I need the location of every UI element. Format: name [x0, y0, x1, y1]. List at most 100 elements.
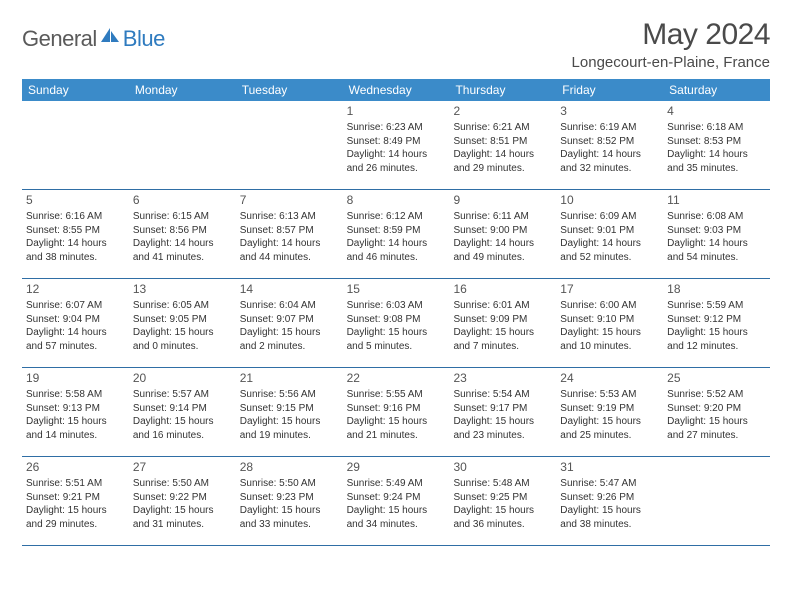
daylight-text: Daylight: 14 hours and 54 minutes. [667, 237, 766, 264]
sunset-text: Sunset: 9:03 PM [667, 224, 766, 238]
sunset-text: Sunset: 8:53 PM [667, 135, 766, 149]
sunset-text: Sunset: 8:52 PM [560, 135, 659, 149]
sunset-text: Sunset: 9:04 PM [26, 313, 125, 327]
empty-cell [22, 101, 129, 189]
day-cell: 24Sunrise: 5:53 AMSunset: 9:19 PMDayligh… [556, 368, 663, 456]
daylight-text: Daylight: 14 hours and 35 minutes. [667, 148, 766, 175]
sunset-text: Sunset: 9:22 PM [133, 491, 232, 505]
day-number: 23 [453, 370, 552, 386]
month-title: May 2024 [572, 18, 770, 52]
day-number: 3 [560, 103, 659, 119]
sunrise-text: Sunrise: 5:50 AM [240, 477, 339, 491]
day-number: 11 [667, 192, 766, 208]
day-number: 13 [133, 281, 232, 297]
day-number: 10 [560, 192, 659, 208]
weekday-header: Wednesday [343, 79, 450, 101]
daylight-text: Daylight: 15 hours and 7 minutes. [453, 326, 552, 353]
sunset-text: Sunset: 9:09 PM [453, 313, 552, 327]
weekday-row: SundayMondayTuesdayWednesdayThursdayFrid… [22, 79, 770, 101]
sunrise-text: Sunrise: 6:05 AM [133, 299, 232, 313]
sunrise-text: Sunrise: 6:19 AM [560, 121, 659, 135]
weekday-header: Tuesday [236, 79, 343, 101]
title-block: May 2024 Longecourt-en-Plaine, France [572, 18, 770, 71]
sunrise-text: Sunrise: 5:56 AM [240, 388, 339, 402]
sunrise-text: Sunrise: 6:00 AM [560, 299, 659, 313]
day-number: 19 [26, 370, 125, 386]
sunrise-text: Sunrise: 5:47 AM [560, 477, 659, 491]
sunset-text: Sunset: 9:15 PM [240, 402, 339, 416]
daylight-text: Daylight: 15 hours and 21 minutes. [347, 415, 446, 442]
day-cell: 13 Sunrise: 6:05 AMSunset: 9:05 PMDayligh… [129, 279, 236, 367]
sunset-text: Sunset: 9:26 PM [560, 491, 659, 505]
day-number: 20 [133, 370, 232, 386]
daylight-text: Daylight: 14 hours and 26 minutes. [347, 148, 446, 175]
day-cell: 8Sunrise: 6:12 AMSunset: 8:59 PMDaylight… [343, 190, 450, 278]
sunset-text: Sunset: 9:12 PM [667, 313, 766, 327]
logo-text-general: General [22, 26, 97, 52]
sunrise-text: Sunrise: 5:53 AM [560, 388, 659, 402]
sunset-text: Sunset: 9:20 PM [667, 402, 766, 416]
day-cell: 19Sunrise: 5:58 AMSunset: 9:13 PMDayligh… [22, 368, 129, 456]
day-number: 24 [560, 370, 659, 386]
logo: General Blue [22, 26, 165, 52]
sunset-text: Sunset: 8:55 PM [26, 224, 125, 238]
daylight-text: Daylight: 14 hours and 52 minutes. [560, 237, 659, 264]
weekday-header: Saturday [663, 79, 770, 101]
weekday-header: Friday [556, 79, 663, 101]
daylight-text: Daylight: 15 hours and 25 minutes. [560, 415, 659, 442]
sunrise-text: Sunrise: 6:07 AM [26, 299, 125, 313]
sunset-text: Sunset: 8:59 PM [347, 224, 446, 238]
day-cell: 28Sunrise: 5:50 AMSunset: 9:23 PMDayligh… [236, 457, 343, 545]
sunset-text: Sunset: 9:00 PM [453, 224, 552, 238]
sunrise-text: Sunrise: 5:48 AM [453, 477, 552, 491]
daylight-text: Daylight: 15 hours and 36 minutes. [453, 504, 552, 531]
day-cell: 26Sunrise: 5:51 AMSunset: 9:21 PMDayligh… [22, 457, 129, 545]
day-cell: 7Sunrise: 6:13 AMSunset: 8:57 PMDaylight… [236, 190, 343, 278]
day-cell: 6Sunrise: 6:15 AMSunset: 8:56 PMDaylight… [129, 190, 236, 278]
daylight-text: Daylight: 14 hours and 57 minutes. [26, 326, 125, 353]
day-cell: 31Sunrise: 5:47 AMSunset: 9:26 PMDayligh… [556, 457, 663, 545]
day-number: 27 [133, 459, 232, 475]
empty-cell [129, 101, 236, 189]
day-number: 29 [347, 459, 446, 475]
sunset-text: Sunset: 9:24 PM [347, 491, 446, 505]
empty-cell [663, 457, 770, 545]
day-number: 22 [347, 370, 446, 386]
day-number: 15 [347, 281, 446, 297]
daylight-text: Daylight: 14 hours and 44 minutes. [240, 237, 339, 264]
sunrise-text: Sunrise: 6:04 AM [240, 299, 339, 313]
day-number: 12 [26, 281, 125, 297]
day-cell: 1Sunrise: 6:23 AMSunset: 8:49 PMDaylight… [343, 101, 450, 189]
sunrise-text: Sunrise: 6:23 AM [347, 121, 446, 135]
day-cell: 4Sunrise: 6:18 AMSunset: 8:53 PMDaylight… [663, 101, 770, 189]
day-cell: 25Sunrise: 5:52 AMSunset: 9:20 PMDayligh… [663, 368, 770, 456]
day-number: 7 [240, 192, 339, 208]
daylight-text: Daylight: 14 hours and 41 minutes. [133, 237, 232, 264]
sunset-text: Sunset: 9:16 PM [347, 402, 446, 416]
sunrise-text: Sunrise: 5:49 AM [347, 477, 446, 491]
daylight-text: Daylight: 15 hours and 23 minutes. [453, 415, 552, 442]
daylight-text: Daylight: 15 hours and 0 minutes. [133, 326, 232, 353]
sunset-text: Sunset: 9:05 PM [133, 313, 232, 327]
day-number: 28 [240, 459, 339, 475]
day-cell: 11Sunrise: 6:08 AMSunset: 9:03 PMDayligh… [663, 190, 770, 278]
daylight-text: Daylight: 15 hours and 14 minutes. [26, 415, 125, 442]
day-cell: 23Sunrise: 5:54 AMSunset: 9:17 PMDayligh… [449, 368, 556, 456]
daylight-text: Daylight: 15 hours and 19 minutes. [240, 415, 339, 442]
sunset-text: Sunset: 8:49 PM [347, 135, 446, 149]
daylight-text: Daylight: 15 hours and 29 minutes. [26, 504, 125, 531]
day-cell: 27Sunrise: 5:50 AMSunset: 9:22 PMDayligh… [129, 457, 236, 545]
day-cell: 15Sunrise: 6:03 AMSunset: 9:08 PMDayligh… [343, 279, 450, 367]
day-number: 21 [240, 370, 339, 386]
sunset-text: Sunset: 9:07 PM [240, 313, 339, 327]
day-cell: 30Sunrise: 5:48 AMSunset: 9:25 PMDayligh… [449, 457, 556, 545]
day-number: 16 [453, 281, 552, 297]
sunrise-text: Sunrise: 6:13 AM [240, 210, 339, 224]
sunrise-text: Sunrise: 6:12 AM [347, 210, 446, 224]
week-row: 12Sunrise: 6:07 AMSunset: 9:04 PMDayligh… [22, 279, 770, 368]
sunrise-text: Sunrise: 6:16 AM [26, 210, 125, 224]
sunrise-text: Sunrise: 5:55 AM [347, 388, 446, 402]
sunset-text: Sunset: 9:10 PM [560, 313, 659, 327]
daylight-text: Daylight: 14 hours and 38 minutes. [26, 237, 125, 264]
day-cell: 14Sunrise: 6:04 AMSunset: 9:07 PMDayligh… [236, 279, 343, 367]
